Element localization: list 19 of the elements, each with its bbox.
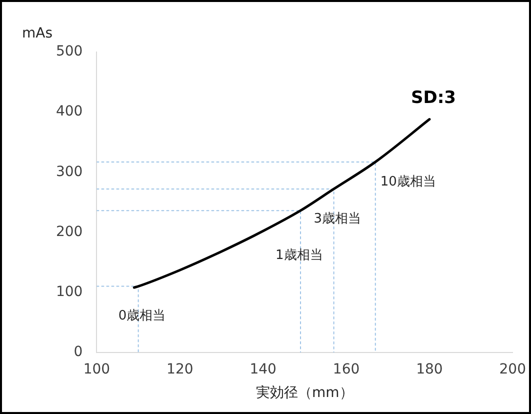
annotation: 1歳相当	[276, 248, 323, 263]
y-tick-label: 500	[56, 44, 83, 60]
series-label: SD:3	[410, 88, 456, 108]
y-axis-title: mAs	[22, 26, 53, 42]
annotation: 3歳相当	[314, 211, 362, 226]
x-axis-title: 実効径（mm）	[256, 385, 354, 402]
annotation: 10歳相当	[380, 174, 436, 190]
x-tick-label: 160	[332, 361, 360, 378]
x-tick-label: 180	[416, 361, 443, 378]
y-tick-label: 100	[56, 284, 83, 300]
annotation: 0歳相当	[118, 308, 166, 324]
y-tick-label: 400	[56, 104, 83, 120]
x-tick-label: 120	[166, 361, 194, 378]
x-tick-label: 140	[250, 361, 276, 378]
x-tick-label: 100	[83, 361, 110, 378]
y-tick-label: 0	[74, 344, 83, 360]
x-tick-label: 200	[499, 361, 526, 378]
y-tick-label: 300	[56, 164, 83, 180]
y-tick-label: 200	[56, 224, 83, 240]
